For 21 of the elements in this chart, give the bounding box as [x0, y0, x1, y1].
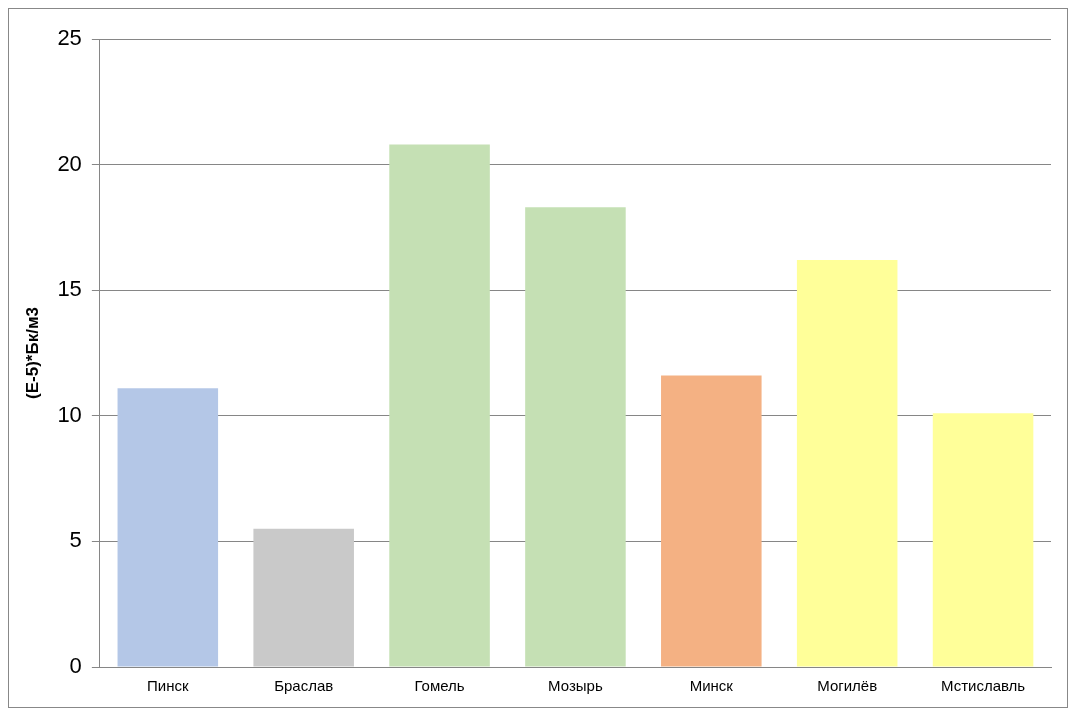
y-tick-label: 15 — [57, 276, 82, 302]
y-tick-label: 10 — [57, 401, 82, 427]
y-tick-label: 0 — [69, 653, 82, 679]
x-tick-label: Гомель — [414, 677, 465, 695]
x-tick-label: Мстиславль — [940, 677, 1026, 695]
x-tick-label: Мозырь — [548, 677, 603, 695]
bar — [796, 260, 898, 667]
y-tick-label: 5 — [69, 527, 82, 553]
x-tick-label: Пинск — [147, 677, 189, 695]
y-tick-label: 25 — [57, 25, 82, 51]
bar — [661, 375, 762, 667]
bar — [525, 207, 626, 667]
x-tick-label: Минск — [689, 677, 734, 695]
x-tick-label: Браслав — [274, 677, 334, 695]
y-tick-label: 20 — [57, 150, 82, 176]
bar — [932, 413, 1034, 667]
bar — [253, 528, 354, 667]
x-tick-label: Могилёв — [817, 677, 878, 695]
bar — [389, 144, 490, 667]
y-axis-title: (E-5)*Бк/м3 — [22, 307, 42, 399]
bar — [117, 388, 219, 667]
